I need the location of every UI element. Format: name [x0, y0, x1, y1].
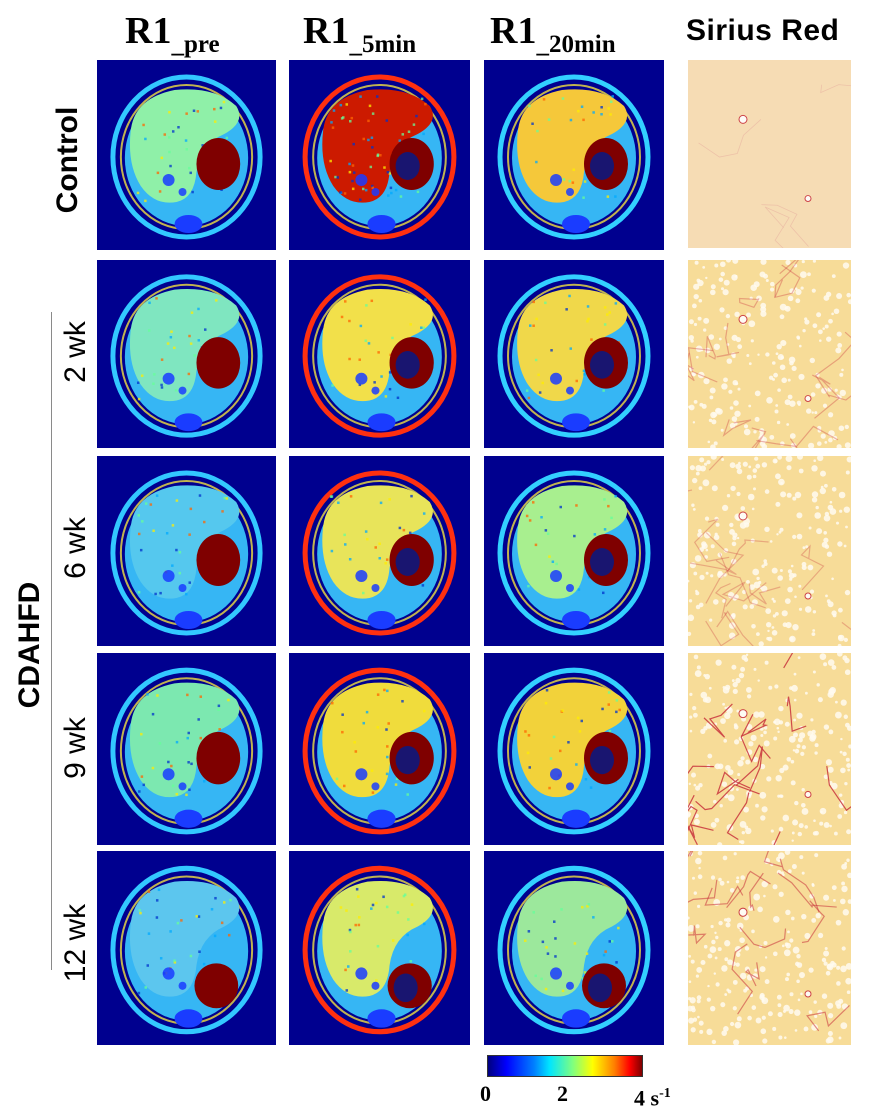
group-bracket-line	[51, 312, 52, 970]
row-label-2wk: 2 wk	[59, 321, 92, 383]
sirius-red-control	[688, 60, 851, 248]
header-r1-pre-main: R1	[125, 10, 172, 52]
row-label-9wk: 9 wk	[59, 717, 92, 779]
header-r1-5min: R1_5min	[303, 8, 416, 58]
colorbar-tick-4: 4 s-1	[634, 1081, 671, 1111]
header-sirius-red: Sirius Red	[686, 14, 840, 47]
r1-map-pre-control	[97, 60, 276, 250]
row-label-control: Control	[51, 106, 84, 214]
sirius-red-6wk	[688, 456, 851, 646]
r1-map-20min-2wk	[484, 260, 664, 448]
sirius-red-9wk	[688, 653, 851, 845]
r1-map-5min-12wk	[289, 851, 470, 1045]
r1-map-pre-12wk	[97, 851, 276, 1045]
colorbar-tick-0: 0	[480, 1081, 491, 1106]
colorbar-tick-4-value: 4	[634, 1085, 645, 1111]
r1-map-pre-9wk	[97, 653, 276, 845]
header-r1-20min: R1_20min	[490, 8, 616, 58]
r1-map-5min-6wk	[289, 456, 470, 646]
header-r1-pre: R1_pre	[125, 8, 220, 58]
row-label-6wk: 6 wk	[59, 517, 92, 579]
header-r1-5min-main: R1	[303, 10, 350, 52]
r1-map-20min-control	[484, 60, 664, 250]
row-label-12wk: 12 wk	[59, 903, 92, 983]
r1-map-pre-2wk	[97, 260, 276, 448]
colorbar-unit: s	[650, 1085, 660, 1111]
header-r1-pre-sub: _pre	[171, 31, 220, 58]
group-label-cdahfd: CDAHFD	[13, 581, 46, 709]
sirius-red-2wk	[688, 260, 851, 448]
header-r1-20min-main: R1	[490, 10, 537, 52]
r1-map-20min-6wk	[484, 456, 664, 646]
colorbar-unit-exponent: -1	[659, 1086, 671, 1101]
r1-map-20min-12wk	[484, 851, 664, 1045]
header-r1-5min-sub: _5min	[349, 31, 417, 58]
r1-map-20min-9wk	[484, 653, 664, 845]
sirius-red-12wk	[688, 851, 851, 1045]
r1-map-5min-control	[289, 60, 470, 250]
r1-map-pre-6wk	[97, 456, 276, 646]
colorbar-tick-2: 2	[557, 1081, 568, 1106]
r1-map-5min-9wk	[289, 653, 470, 845]
colorbar	[487, 1055, 643, 1077]
r1-map-5min-2wk	[289, 260, 470, 448]
header-r1-20min-sub: _20min	[536, 31, 616, 58]
